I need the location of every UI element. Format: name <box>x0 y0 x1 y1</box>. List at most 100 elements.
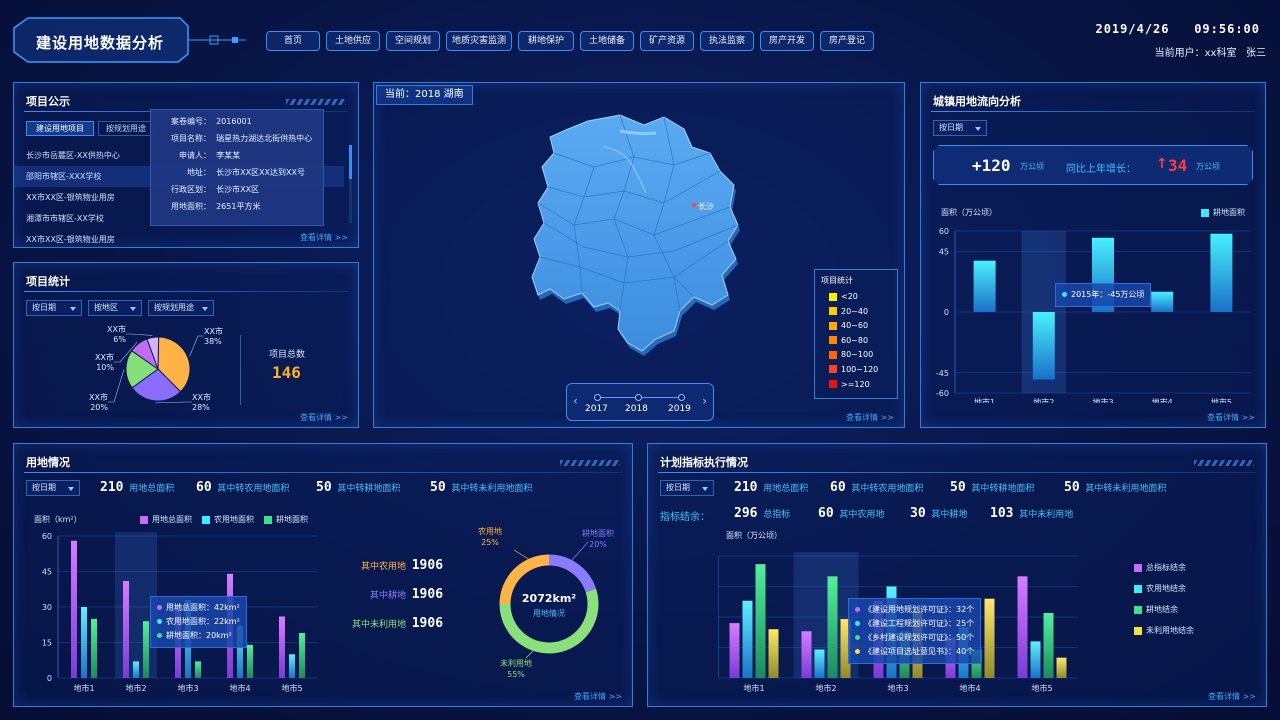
land-date-select[interactable]: 按日期 <box>26 480 80 496</box>
pie-pct: 6% <box>113 335 126 344</box>
notice-item[interactable]: 湘潭市市辖区-XX学校 <box>26 214 104 223</box>
year-timeline[interactable]: ‹ › 2017 2018 2019 <box>566 383 714 421</box>
more-link[interactable]: 查看详情 >> <box>1207 413 1255 422</box>
legend-item: 耕地面积 <box>264 515 308 524</box>
pie-leader <box>108 369 125 403</box>
donut-leader <box>571 541 589 561</box>
time-text: 09:56:00 <box>1194 22 1260 36</box>
donut-center-label: 用地情况 <box>533 608 565 618</box>
x-tick-label: 地市4 <box>959 683 980 693</box>
flow-summary-box: +120 万公顷 同比上年增长： ↑ 34 万公顷 <box>933 145 1253 185</box>
growth-unit: 万公顷 <box>1196 162 1220 171</box>
year-2018[interactable]: 2018 <box>625 404 648 414</box>
notice-item[interactable]: XX市XX区-银筑物业用房 <box>26 235 115 244</box>
y-tick-label: 45 <box>939 247 949 256</box>
next-year-arrow[interactable]: › <box>702 394 707 408</box>
pie-label: XX市 <box>95 352 114 362</box>
bar <box>827 576 838 678</box>
prev-year-arrow[interactable]: ‹ <box>573 394 578 408</box>
nav-item-6[interactable]: 矿产资源 <box>640 31 694 51</box>
donut-label: 未利用地 <box>500 658 532 668</box>
more-link[interactable]: 查看详情 >> <box>1208 692 1256 701</box>
bar <box>299 633 305 678</box>
legend-swatch <box>829 380 837 389</box>
more-link[interactable]: 查看详情 >> <box>846 413 894 422</box>
nav-item-1[interactable]: 土地供应 <box>326 31 380 51</box>
panel-title: 用地情况 <box>26 456 70 469</box>
notice-item[interactable]: XX市XX区-银筑物业用房 <box>26 193 115 202</box>
more-link[interactable]: 查看详情 >> <box>574 692 622 701</box>
x-tick-label: 地市2 <box>1033 397 1054 403</box>
detail-key: 案卷编号： <box>171 117 211 126</box>
y-tick-label: 60 <box>42 532 52 541</box>
flow-date-select[interactable]: 按日期 <box>933 120 987 136</box>
x-tick-label: 地市1 <box>743 683 764 693</box>
detail-value: 长沙市XX区 <box>216 185 260 194</box>
nav-item-8[interactable]: 房产开发 <box>760 31 814 51</box>
plan-date-select[interactable]: 按日期 <box>660 480 714 496</box>
bar <box>71 540 77 678</box>
filter-region-select[interactable]: 按地区 <box>88 300 142 316</box>
bar <box>143 621 149 678</box>
title-frame <box>13 17 246 63</box>
nav-item-0[interactable]: 首页 <box>266 31 320 51</box>
donut-segment <box>548 554 597 593</box>
chart-ylabel: 面积（万公顷） <box>941 208 997 217</box>
notice-item[interactable]: 长沙市岳麓区-XX供热中心 <box>26 151 120 160</box>
pie-pct: 10% <box>96 363 114 372</box>
filter-use-select[interactable]: 按规划用途 <box>148 300 214 316</box>
summary-row: 其中未利用地 1906 <box>351 616 444 631</box>
hunan-map[interactable]: 长沙 <box>524 107 754 357</box>
user-name: 张三 <box>1246 48 1266 59</box>
bar <box>81 607 87 678</box>
legend-item: <20 <box>821 292 891 307</box>
stat-item: 50 其中转未利用地面积 <box>1064 480 1167 495</box>
donut-leader <box>525 645 539 659</box>
nav-item-3[interactable]: 地质灾害监测 <box>446 31 512 51</box>
chart-legend: 用地总面积 农用地面积 耕地面积 <box>140 514 318 525</box>
legend-item: 用地总面积 <box>140 515 192 524</box>
x-tick-label: 地市2 <box>815 683 836 693</box>
stat-item: 210 用地总面积 <box>734 480 809 495</box>
stat-item: 60 其中农用地 <box>818 506 885 521</box>
page-title: 建设用地数据分析 <box>36 34 165 52</box>
bar <box>123 580 129 678</box>
map-header: 当前：2018 湖南 <box>376 85 473 105</box>
tab-plan-use[interactable]: 按规划用途 <box>98 121 154 136</box>
year-2019[interactable]: 2019 <box>668 404 691 414</box>
flow-panel: 城镇用地流向分析 按日期 +120 万公顷 同比上年增长： ↑ 34 万公顷 面… <box>920 82 1266 428</box>
more-link[interactable]: 查看详情 >> <box>300 413 348 422</box>
stat-item: 50 其中转耕地面积 <box>316 480 401 495</box>
y-tick-label: -60 <box>936 389 949 398</box>
land-donut-chart: 2072km² 用地情况 农用地 25% 耕地面积 20% 未利用地 55% <box>478 526 614 679</box>
legend-item: 耕地结余 <box>1134 604 1194 625</box>
scrollbar[interactable] <box>349 145 352 223</box>
stripe-decoration <box>286 99 346 105</box>
bar <box>289 654 295 678</box>
year-2017[interactable]: 2017 <box>585 404 608 414</box>
filter-date-select[interactable]: 按日期 <box>26 300 82 316</box>
pie-slice <box>146 336 160 370</box>
x-tick-label: 地市5 <box>1031 683 1052 693</box>
tab-build-project[interactable]: 建设用地项目 <box>26 121 94 136</box>
panel-title: 计划指标执行情况 <box>660 456 748 469</box>
nav-item-7[interactable]: 执法监察 <box>700 31 754 51</box>
nav-item-2[interactable]: 空间规划 <box>386 31 440 51</box>
legend-item: 20~40 <box>821 307 891 322</box>
donut-pct: 25% <box>481 538 499 547</box>
nav-item-9[interactable]: 房产登记 <box>820 31 874 51</box>
summary-row: 其中耕地 1906 <box>369 587 444 602</box>
stat-item: 60 其中转农用地面积 <box>196 480 290 495</box>
pie-leader <box>189 335 204 357</box>
y-tick-label: 60 <box>939 227 949 236</box>
donut-leader <box>513 549 531 561</box>
more-link[interactable]: 查看详情 >> <box>300 233 348 242</box>
nav-item-4[interactable]: 耕地保护 <box>518 31 574 51</box>
bar <box>840 619 851 678</box>
legend-item: 农用地结余 <box>1134 583 1194 604</box>
legend-swatch <box>829 292 837 301</box>
remain-label: 指标结余： <box>660 512 710 523</box>
nav-item-5[interactable]: 土地储备 <box>580 31 634 51</box>
user-info: 当前用户：xx科室 张三 <box>1155 44 1266 59</box>
